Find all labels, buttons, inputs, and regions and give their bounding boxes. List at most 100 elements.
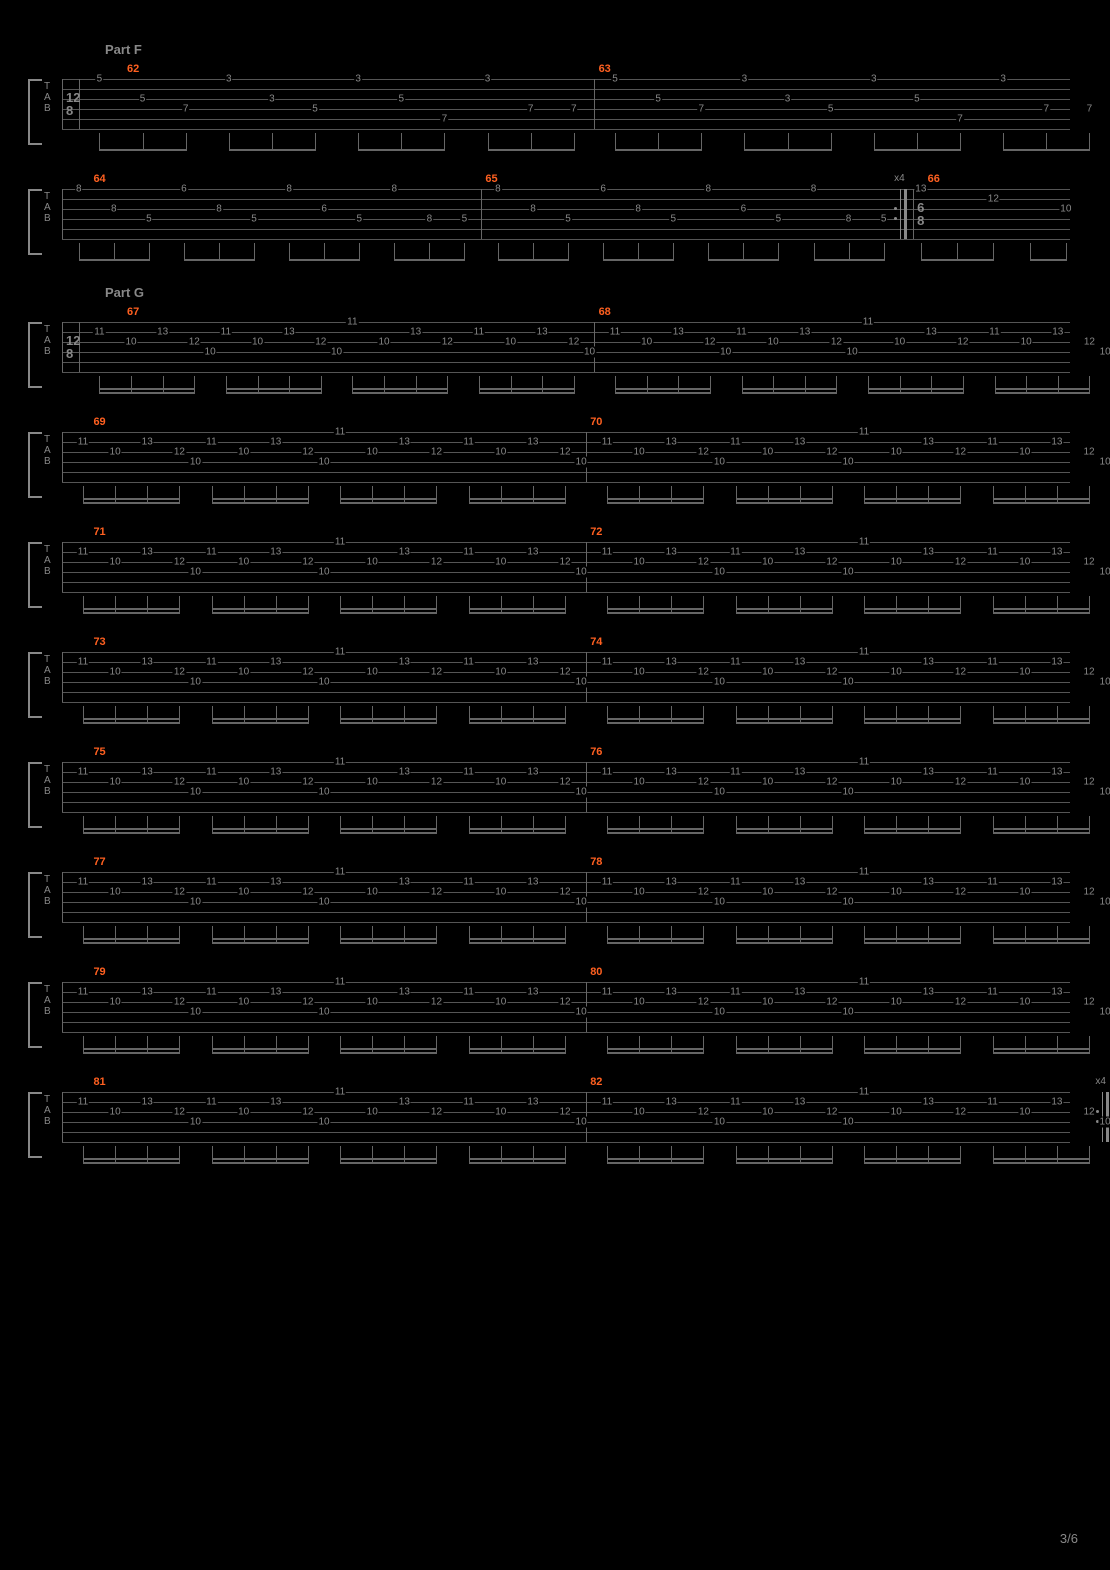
beam xyxy=(469,1048,566,1050)
fret-number: 8 xyxy=(634,204,642,215)
fret-number: 5 xyxy=(880,214,888,225)
fret-number: 11 xyxy=(729,877,741,888)
fret-number: 12 xyxy=(1082,447,1095,458)
beam xyxy=(469,828,566,830)
fret-number: 10 xyxy=(366,887,379,898)
fret-number: 12 xyxy=(301,557,314,568)
beam xyxy=(744,149,831,151)
beam xyxy=(212,1158,309,1160)
fret-number: 5 xyxy=(461,214,469,225)
string-line xyxy=(62,572,1070,573)
beam xyxy=(993,608,1090,610)
fret-number: 12 xyxy=(567,337,580,348)
fret-number: 10 xyxy=(366,777,379,788)
fret-number: 12 xyxy=(173,777,186,788)
fret-number: 11 xyxy=(862,317,874,328)
fret-number: 10 xyxy=(494,557,507,568)
string-line xyxy=(62,912,1070,913)
measure-number: 71 xyxy=(93,526,105,538)
fret-number: 6 xyxy=(740,204,748,215)
beam xyxy=(229,149,316,151)
tab-row: TAB1110131210111013121011101312111013121… xyxy=(20,968,1090,1064)
fret-number: 13 xyxy=(1050,767,1063,778)
fret-number: 12 xyxy=(825,557,838,568)
beam xyxy=(212,828,309,830)
string-line xyxy=(62,762,1070,763)
beam xyxy=(736,1158,833,1160)
fret-number: 12 xyxy=(558,667,571,678)
tab-row: TAB1110131210111013121011101312111013121… xyxy=(20,858,1090,954)
fret-number: 12 xyxy=(697,997,710,1008)
fret-number: 10 xyxy=(633,997,646,1008)
fret-number: 10 xyxy=(633,887,646,898)
fret-number: 12 xyxy=(956,337,969,348)
beam xyxy=(340,502,437,504)
beam xyxy=(864,718,961,720)
string-line xyxy=(62,239,1070,240)
fret-number: 13 xyxy=(922,547,935,558)
fret-number: 11 xyxy=(334,977,346,988)
beam xyxy=(340,1158,437,1160)
fret-number: 11 xyxy=(729,987,741,998)
fret-number: 10 xyxy=(1099,457,1110,468)
fret-number: 10 xyxy=(890,887,903,898)
fret-number: 10 xyxy=(237,557,250,568)
fret-number: 10 xyxy=(761,557,774,568)
fret-number: 10 xyxy=(890,997,903,1008)
fret-number: 12 xyxy=(697,447,710,458)
staff-bracket xyxy=(28,982,42,1048)
fret-number: 12 xyxy=(173,447,186,458)
fret-number: 11 xyxy=(77,877,89,888)
beam xyxy=(83,1162,180,1164)
beam xyxy=(83,828,180,830)
fret-number: 13 xyxy=(665,437,678,448)
beam xyxy=(83,1048,180,1050)
fret-number: 10 xyxy=(109,887,122,898)
beam xyxy=(212,938,309,940)
fret-number: 10 xyxy=(317,1117,330,1128)
fret-number: 11 xyxy=(93,327,105,338)
fret-number: 12 xyxy=(301,667,314,678)
beam xyxy=(736,1052,833,1054)
fret-number: 13 xyxy=(141,437,154,448)
fret-number: 10 xyxy=(189,1007,202,1018)
fret-number: 12 xyxy=(703,337,716,348)
beam xyxy=(736,832,833,834)
beam xyxy=(83,722,180,724)
beam xyxy=(83,832,180,834)
fret-number: 10 xyxy=(366,997,379,1008)
fret-number: 10 xyxy=(237,667,250,678)
measure-number: 78 xyxy=(590,856,602,868)
fret-number: 13 xyxy=(1050,657,1063,668)
fret-number: 11 xyxy=(334,537,346,548)
fret-number: 12 xyxy=(1082,777,1095,788)
measure-number: 79 xyxy=(93,966,105,978)
fret-number: 12 xyxy=(954,887,967,898)
fret-number: 13 xyxy=(922,987,935,998)
beam xyxy=(340,1048,437,1050)
fret-number: 13 xyxy=(1050,437,1063,448)
beam xyxy=(864,502,961,504)
fret-number: 8 xyxy=(110,204,118,215)
fret-number: 13 xyxy=(922,1097,935,1108)
beam xyxy=(83,718,180,720)
fret-number: 12 xyxy=(954,447,967,458)
fret-number: 10 xyxy=(841,457,854,468)
string-line xyxy=(62,332,1070,333)
fret-number: 10 xyxy=(1099,1007,1110,1018)
fret-number: 13 xyxy=(398,437,411,448)
fret-number: 10 xyxy=(237,997,250,1008)
fret-number: 10 xyxy=(237,447,250,458)
tab-label: TAB xyxy=(44,191,51,224)
fret-number: 13 xyxy=(398,877,411,888)
fret-number: 11 xyxy=(858,867,870,878)
fret-number: 13 xyxy=(922,877,935,888)
beam xyxy=(607,1162,704,1164)
fret-number: 10 xyxy=(841,1117,854,1128)
fret-number: 10 xyxy=(575,677,588,688)
fret-number: 10 xyxy=(330,347,343,358)
fret-number: 11 xyxy=(601,437,613,448)
fret-number: 12 xyxy=(173,667,186,678)
fret-number: 10 xyxy=(841,787,854,798)
string-line xyxy=(62,482,1070,483)
